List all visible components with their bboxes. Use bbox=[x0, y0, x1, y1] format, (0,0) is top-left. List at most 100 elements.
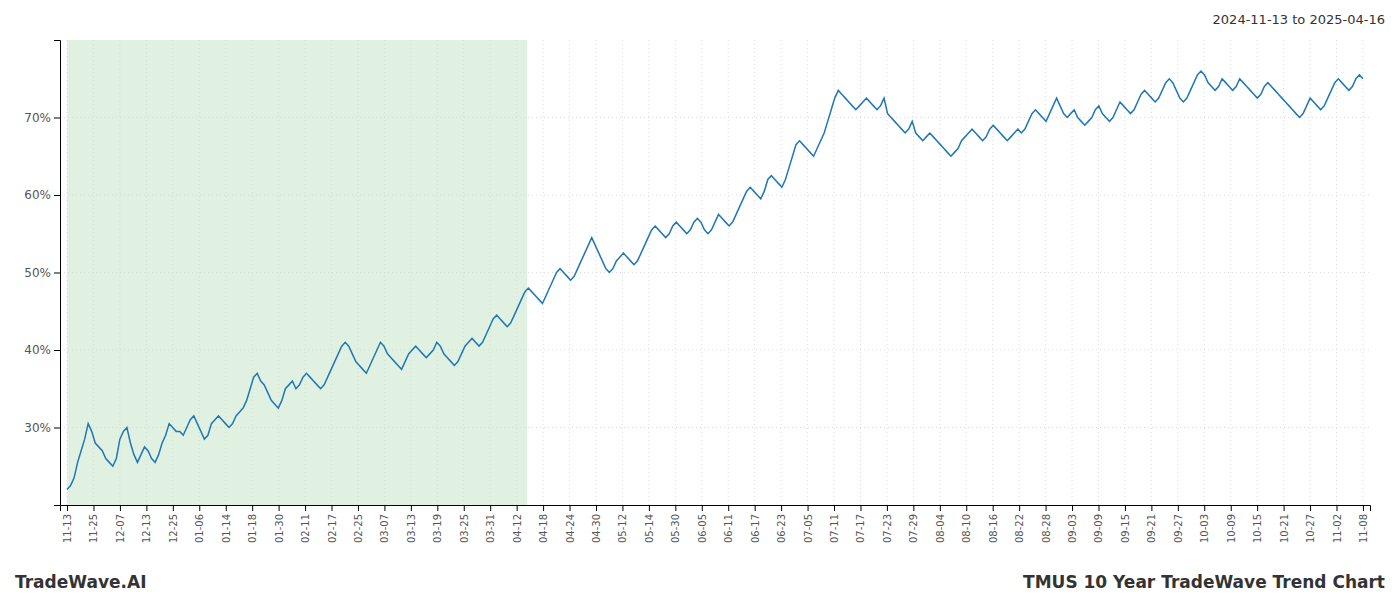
x-tick: 01-14 bbox=[221, 505, 232, 543]
x-tick: 03-07 bbox=[379, 505, 390, 543]
x-tick-label: 01-06 bbox=[194, 514, 205, 543]
y-tick-label: 30% bbox=[24, 421, 51, 435]
x-tick-label: 09-09 bbox=[1093, 514, 1104, 543]
x-tick-mark bbox=[1019, 505, 1020, 511]
x-tick-label: 03-13 bbox=[406, 514, 417, 543]
x-tick-label: 04-18 bbox=[538, 514, 549, 543]
x-tick-label: 11-02 bbox=[1332, 514, 1343, 543]
x-tick-mark bbox=[834, 505, 835, 511]
x-tick-label: 03-25 bbox=[459, 514, 470, 543]
x-tick-mark bbox=[1046, 505, 1047, 511]
y-tick-mark bbox=[54, 195, 60, 196]
x-tick-label: 02-25 bbox=[353, 514, 364, 543]
x-tick-mark bbox=[1363, 505, 1364, 511]
x-tick-label: 04-12 bbox=[512, 514, 523, 543]
x-axis: 11-1311-2512-0712-1312-2501-0601-1401-18… bbox=[61, 505, 1371, 543]
x-tick: 02-17 bbox=[327, 505, 338, 543]
x-tick-mark bbox=[940, 505, 941, 511]
x-tick-label: 05-30 bbox=[670, 514, 681, 543]
x-tick-mark bbox=[1284, 505, 1285, 511]
x-grid-line bbox=[807, 40, 808, 505]
x-tick-label: 10-03 bbox=[1199, 514, 1210, 543]
x-tick: 04-24 bbox=[565, 505, 576, 543]
x-tick: 09-27 bbox=[1173, 505, 1184, 543]
x-tick-label: 08-22 bbox=[1014, 514, 1025, 543]
marks bbox=[67, 40, 1363, 505]
y-tick: 60% bbox=[24, 188, 60, 202]
x-tick-mark bbox=[966, 505, 967, 511]
chart-container: 11-1311-2512-0712-1312-2501-0601-1401-18… bbox=[0, 0, 1400, 600]
x-tick-mark bbox=[1337, 505, 1338, 511]
x-tick-mark bbox=[755, 505, 756, 511]
y-tick-mark bbox=[54, 118, 60, 119]
x-tick: 05-12 bbox=[617, 505, 628, 543]
x-tick-label: 10-27 bbox=[1305, 514, 1316, 543]
x-tick-label: 07-11 bbox=[829, 514, 840, 543]
x-tick-label: 07-17 bbox=[855, 514, 866, 543]
x-tick: 06-05 bbox=[697, 505, 708, 543]
x-tick-mark bbox=[437, 505, 438, 511]
x-tick-label: 02-17 bbox=[327, 514, 338, 543]
y-tick-label: 60% bbox=[24, 188, 51, 202]
x-tick: 11-25 bbox=[88, 505, 99, 543]
x-tick: 06-11 bbox=[723, 505, 734, 543]
x-grid-line bbox=[1310, 40, 1311, 505]
x-tick-label: 08-16 bbox=[988, 514, 999, 543]
x-tick-mark bbox=[279, 505, 280, 511]
x-tick-label: 08-04 bbox=[935, 514, 946, 543]
x-tick-mark bbox=[808, 505, 809, 511]
x-tick: 05-14 bbox=[644, 505, 655, 543]
x-tick-mark bbox=[887, 505, 888, 511]
x-tick: 12-25 bbox=[168, 505, 179, 543]
x-tick-label: 11-25 bbox=[88, 514, 99, 543]
x-tick-mark bbox=[146, 505, 147, 511]
x-grid-line bbox=[675, 40, 676, 505]
y-tick-mark bbox=[54, 428, 60, 429]
x-tick: 01-18 bbox=[247, 505, 258, 543]
x-grid-line bbox=[1019, 40, 1020, 505]
x-tick: 11-13 bbox=[62, 505, 73, 543]
x-tick-mark bbox=[517, 505, 518, 511]
x-tick-mark bbox=[93, 505, 94, 511]
x-grid-line bbox=[1230, 40, 1231, 505]
x-tick: 04-18 bbox=[538, 505, 549, 543]
x-tick-label: 11-08 bbox=[1358, 514, 1369, 543]
x-tick: 05-30 bbox=[670, 505, 681, 543]
y-tick: 30% bbox=[24, 421, 60, 435]
y-tick-mark bbox=[54, 273, 60, 274]
x-tick: 08-10 bbox=[961, 505, 972, 543]
y-tick: 70% bbox=[24, 111, 60, 125]
x-tick-label: 09-21 bbox=[1146, 514, 1157, 543]
x-tick-label: 05-14 bbox=[644, 514, 655, 543]
x-tick: 12-07 bbox=[115, 505, 126, 543]
y-tick-mark bbox=[54, 350, 60, 351]
x-tick-mark bbox=[332, 505, 333, 511]
x-tick: 03-13 bbox=[406, 505, 417, 543]
x-tick: 09-15 bbox=[1120, 505, 1131, 543]
x-tick: 08-22 bbox=[1014, 505, 1025, 543]
x-tick-mark bbox=[728, 505, 729, 511]
x-grid-line bbox=[1098, 40, 1099, 505]
x-grid-line bbox=[622, 40, 623, 505]
x-tick-label: 06-05 bbox=[697, 514, 708, 543]
x-tick: 04-30 bbox=[591, 505, 602, 543]
x-tick: 01-06 bbox=[194, 505, 205, 543]
x-grid-line bbox=[754, 40, 755, 505]
x-grid-line bbox=[569, 40, 570, 505]
x-tick-mark bbox=[702, 505, 703, 511]
plot-area: 11-1311-2512-0712-1312-2501-0601-1401-18… bbox=[24, 40, 1370, 543]
x-tick: 02-25 bbox=[353, 505, 364, 543]
x-grid-line bbox=[834, 40, 835, 505]
x-tick: 11-02 bbox=[1332, 505, 1343, 543]
x-tick: 02-11 bbox=[300, 505, 311, 543]
x-tick: 10-03 bbox=[1199, 505, 1210, 543]
x-tick: 10-27 bbox=[1305, 505, 1316, 543]
y-tick: 50% bbox=[24, 266, 60, 280]
x-tick-label: 09-15 bbox=[1120, 514, 1131, 543]
x-tick-label: 04-30 bbox=[591, 514, 602, 543]
x-tick-mark bbox=[411, 505, 412, 511]
x-tick-mark bbox=[781, 505, 782, 511]
x-tick-label: 03-19 bbox=[432, 514, 443, 543]
x-tick: 07-23 bbox=[882, 505, 893, 543]
x-tick-mark bbox=[913, 505, 914, 511]
